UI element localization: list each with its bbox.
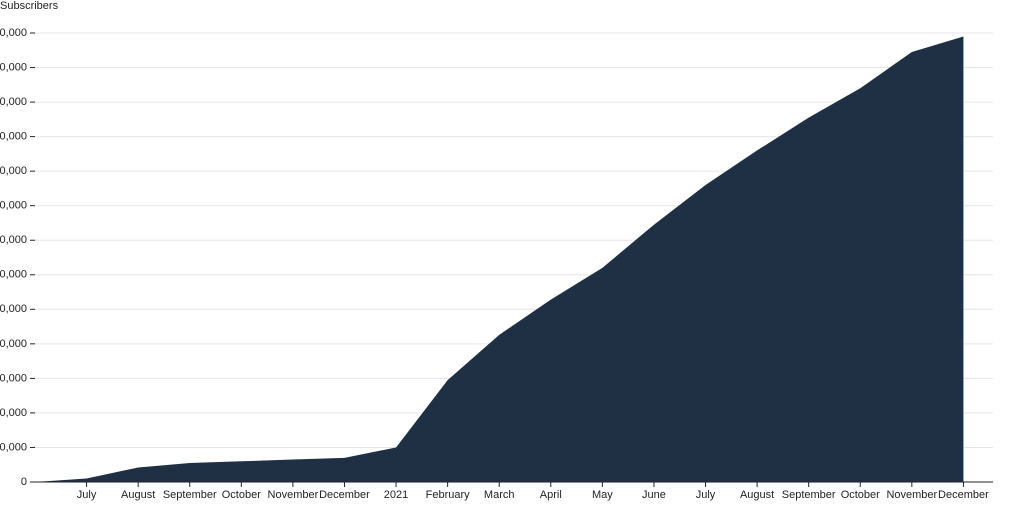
- y-tick-label: 120,000: [0, 61, 27, 73]
- area: [35, 36, 964, 482]
- x-tick-label: 2021: [384, 489, 408, 501]
- y-tick-label: 130,000: [0, 27, 27, 39]
- y-tick-label: 30,000: [0, 372, 27, 384]
- x-tick-label: July: [696, 489, 716, 501]
- x-tick-label: February: [426, 489, 471, 501]
- x-tick-label: September: [163, 489, 217, 501]
- y-tick-label: 60,000: [0, 269, 27, 281]
- y-tick-label: 20,000: [0, 407, 27, 419]
- y-tick-label: 90,000: [0, 165, 27, 177]
- x-tick-label: June: [642, 489, 666, 501]
- x-tick-label: September: [782, 489, 836, 501]
- y-tick-label: 50,000: [0, 303, 27, 315]
- y-tick-label: 40,000: [0, 338, 27, 350]
- x-tick-label: April: [540, 489, 562, 501]
- y-axis-label: Subscribers: [0, 0, 59, 12]
- y-tick-label: 0: [21, 476, 27, 488]
- x-tick-label: November: [268, 489, 319, 501]
- x-tick-label: August: [121, 489, 155, 501]
- x-tick-label: March: [484, 489, 515, 501]
- x-tick-label: August: [740, 489, 774, 501]
- y-tick-label: 10,000: [0, 441, 27, 453]
- x-tick-label: December: [938, 489, 989, 501]
- x-tick-label: December: [319, 489, 370, 501]
- y-tick-label: 80,000: [0, 200, 27, 212]
- y-tick-label: 100,000: [0, 131, 27, 143]
- y-tick-label: 110,000: [0, 96, 27, 108]
- x-tick-label: October: [841, 489, 880, 501]
- y-tick-label: 70,000: [0, 234, 27, 246]
- x-tick-label: July: [77, 489, 97, 501]
- x-tick-label: October: [222, 489, 261, 501]
- x-tick-label: May: [592, 489, 613, 501]
- x-tick-label: November: [886, 489, 937, 501]
